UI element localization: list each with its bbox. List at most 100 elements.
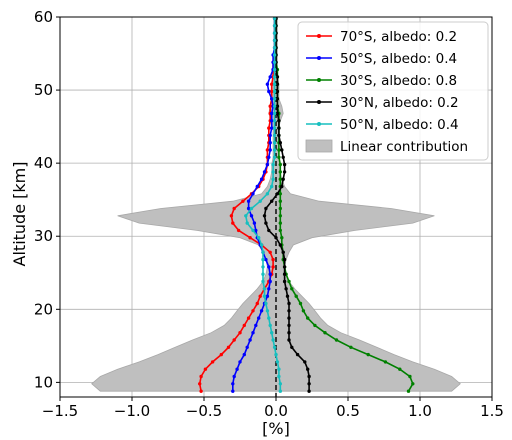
series-0-point-24 [229, 214, 234, 218]
series-2-point-4 [383, 360, 388, 364]
y-tick-label-1: 20 [34, 300, 53, 318]
series-3-point-19 [281, 250, 285, 254]
series-3-point-36 [277, 126, 281, 130]
y-tick-label-0: 10 [34, 373, 53, 391]
legend-label-3: 30°N, albedo: 0.2 [340, 95, 459, 111]
series-1-point-25 [246, 206, 251, 211]
series-0-point-22 [236, 228, 241, 233]
series-0-point-5 [219, 352, 223, 357]
series-4-point-13 [262, 294, 267, 298]
series-0-point-33 [265, 148, 270, 152]
series-3-point-10 [287, 316, 291, 320]
series-4-point-17 [261, 265, 265, 269]
series-1-point-2 [232, 374, 236, 379]
series-2-point-26 [278, 199, 282, 203]
series-4-point-35 [272, 133, 277, 138]
series-1-point-9 [254, 323, 258, 328]
series-0-point-39 [268, 104, 272, 108]
series-0-point-2 [199, 374, 203, 379]
series-2-point-24 [278, 214, 282, 218]
series-0-point-9 [242, 323, 246, 328]
series-3-point-26 [270, 199, 274, 203]
series-4-point-7 [271, 338, 275, 342]
series-2-point-2 [408, 374, 412, 379]
series-4-point-39 [272, 104, 277, 108]
series-1-point-29 [259, 177, 264, 181]
series-1-point-27 [251, 192, 255, 196]
series-1-point-31 [265, 162, 270, 167]
series-4-point-11 [265, 309, 270, 313]
x-tick-label-3: 0.0 [264, 402, 288, 420]
legend-marker-2 [317, 78, 321, 82]
series-0-point-7 [232, 338, 236, 342]
series-4-point-43 [272, 75, 277, 79]
series-4-point-30 [271, 170, 275, 174]
series-4 [244, 16, 282, 393]
series-1-point-7 [248, 338, 252, 342]
series-4-point-21 [257, 236, 261, 240]
y-tick-label-4: 50 [34, 81, 53, 99]
series-1-point-15 [268, 279, 272, 284]
series-1-point-42 [265, 82, 270, 86]
series-0-point-11 [251, 309, 255, 313]
x-tick-label-0: −1.5 [42, 402, 78, 420]
series-3-point-35 [277, 133, 281, 138]
series-2-point-5 [366, 352, 370, 357]
series-2-point-23 [278, 221, 282, 225]
series-2-point-1 [411, 382, 415, 386]
series-0-point-0 [199, 389, 203, 393]
series-4-point-16 [261, 272, 265, 276]
series-3-point-20 [278, 243, 282, 247]
legend-label-2: 30°S, albedo: 0.8 [340, 73, 457, 89]
series-3-point-39 [275, 104, 280, 108]
series-1-point-32 [267, 155, 271, 159]
series-4-point-47 [272, 46, 277, 50]
series-1-point-28 [255, 184, 259, 189]
y-axis-title: Altitude [km] [10, 162, 29, 267]
series-0-point-25 [232, 206, 236, 211]
series-3-point-37 [277, 119, 281, 123]
series-4-point-49 [272, 31, 277, 35]
series-1-point-1 [231, 382, 235, 386]
x-ticks: −1.5 −1.0 −0.5 0.0 0.5 1.0 1.5 [42, 397, 504, 420]
series-1-point-40 [270, 97, 274, 101]
series-3-point-13 [285, 294, 290, 298]
series-4-point-18 [261, 257, 265, 262]
series-0-point-18 [271, 257, 275, 262]
series-4-point-31 [271, 162, 275, 167]
series-2-point-31 [278, 162, 282, 167]
series-4-point-4 [275, 360, 280, 364]
legend-box [297, 21, 489, 161]
series-4-point-1 [278, 382, 282, 386]
series-3-point-41 [275, 89, 280, 94]
series-1-point-23 [252, 221, 257, 225]
series-3-point-11 [287, 309, 291, 313]
series-1-point-17 [267, 265, 271, 269]
series-1-point-13 [265, 294, 270, 298]
series-3-point-33 [280, 148, 284, 152]
series-1-point-8 [251, 331, 255, 335]
series-4-point-3 [277, 367, 281, 371]
series-1-point-4 [238, 360, 242, 364]
series-4-point-42 [272, 82, 277, 86]
legend-band-swatch [305, 139, 333, 153]
series-4-point-36 [272, 126, 277, 130]
x-tick-label-4: 0.5 [336, 402, 360, 420]
series-0-point-42 [270, 82, 274, 86]
series-1-point-36 [270, 126, 274, 130]
series-2-point-22 [278, 228, 282, 233]
series-1 [231, 16, 277, 393]
series-4-point-0 [278, 389, 282, 393]
series-2-point-25 [278, 206, 282, 211]
series-3-point-29 [281, 177, 285, 181]
series-1-point-41 [267, 89, 271, 94]
series-1-point-26 [246, 199, 251, 203]
series-3-point-8 [287, 331, 291, 335]
series-4-point-37 [272, 119, 277, 123]
series-3-point-42 [275, 82, 280, 86]
y-tick-label-5: 60 [34, 8, 53, 26]
series-1-point-16 [268, 272, 272, 276]
series-4-point-15 [261, 279, 265, 284]
series-2-point-3 [398, 367, 402, 371]
